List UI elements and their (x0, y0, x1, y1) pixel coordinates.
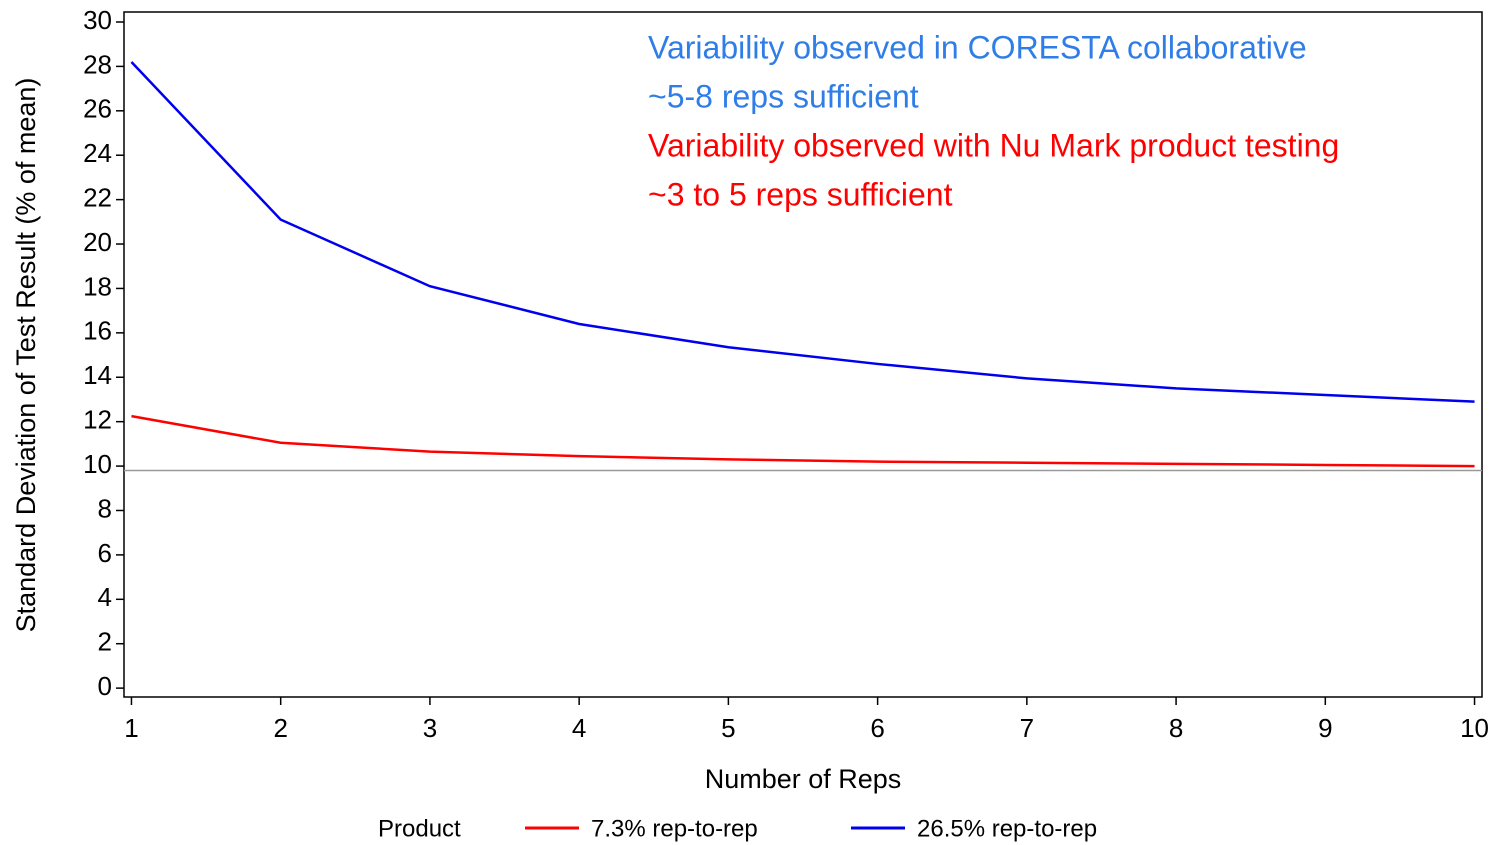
legend-title: Product (378, 815, 461, 842)
x-tick-label: 1 (124, 713, 138, 743)
y-tick-label: 12 (83, 405, 112, 435)
annotation: Variability observed in CORESTA collabor… (648, 29, 1307, 65)
x-tick-label: 7 (1020, 713, 1034, 743)
y-tick-label: 8 (98, 493, 112, 523)
annotation: Variability observed with Nu Mark produc… (648, 127, 1339, 163)
y-tick-label: 24 (83, 138, 112, 168)
x-axis-label: Number of Reps (705, 764, 902, 794)
x-tick-label: 10 (1460, 713, 1489, 743)
y-tick-label: 14 (83, 360, 112, 390)
y-tick-label: 4 (98, 582, 112, 612)
x-tick-label: 9 (1318, 713, 1332, 743)
legend-label: 26.5% rep-to-rep (917, 815, 1097, 842)
y-tick-label: 16 (83, 316, 112, 346)
y-tick-label: 20 (83, 227, 112, 257)
x-tick-label: 2 (273, 713, 287, 743)
y-tick-label: 28 (83, 49, 112, 79)
x-tick-label: 5 (721, 713, 735, 743)
y-tick-label: 22 (83, 183, 112, 213)
plot-frame (123, 11, 1483, 698)
series-line (131, 414, 1475, 468)
y-tick-label: 10 (83, 449, 112, 479)
x-tick-label: 4 (572, 713, 586, 743)
y-tick-label: 0 (98, 671, 112, 701)
y-tick-label: 6 (98, 538, 112, 568)
y-tick-label: 2 (98, 627, 112, 657)
annotation: ~3 to 5 reps sufficient (648, 176, 953, 212)
y-tick-label: 26 (83, 94, 112, 124)
y-axis-label: Standard Deviation of Test Result (% of … (11, 78, 41, 633)
x-tick-label: 8 (1169, 713, 1183, 743)
x-tick-label: 6 (870, 713, 884, 743)
annotation: ~5-8 reps sufficient (648, 78, 919, 114)
series-line (130, 61, 1475, 403)
y-tick-label: 30 (83, 5, 112, 35)
x-tick-label: 3 (423, 713, 437, 743)
legend-label: 7.3% rep-to-rep (591, 815, 758, 842)
y-tick-label: 18 (83, 271, 112, 301)
